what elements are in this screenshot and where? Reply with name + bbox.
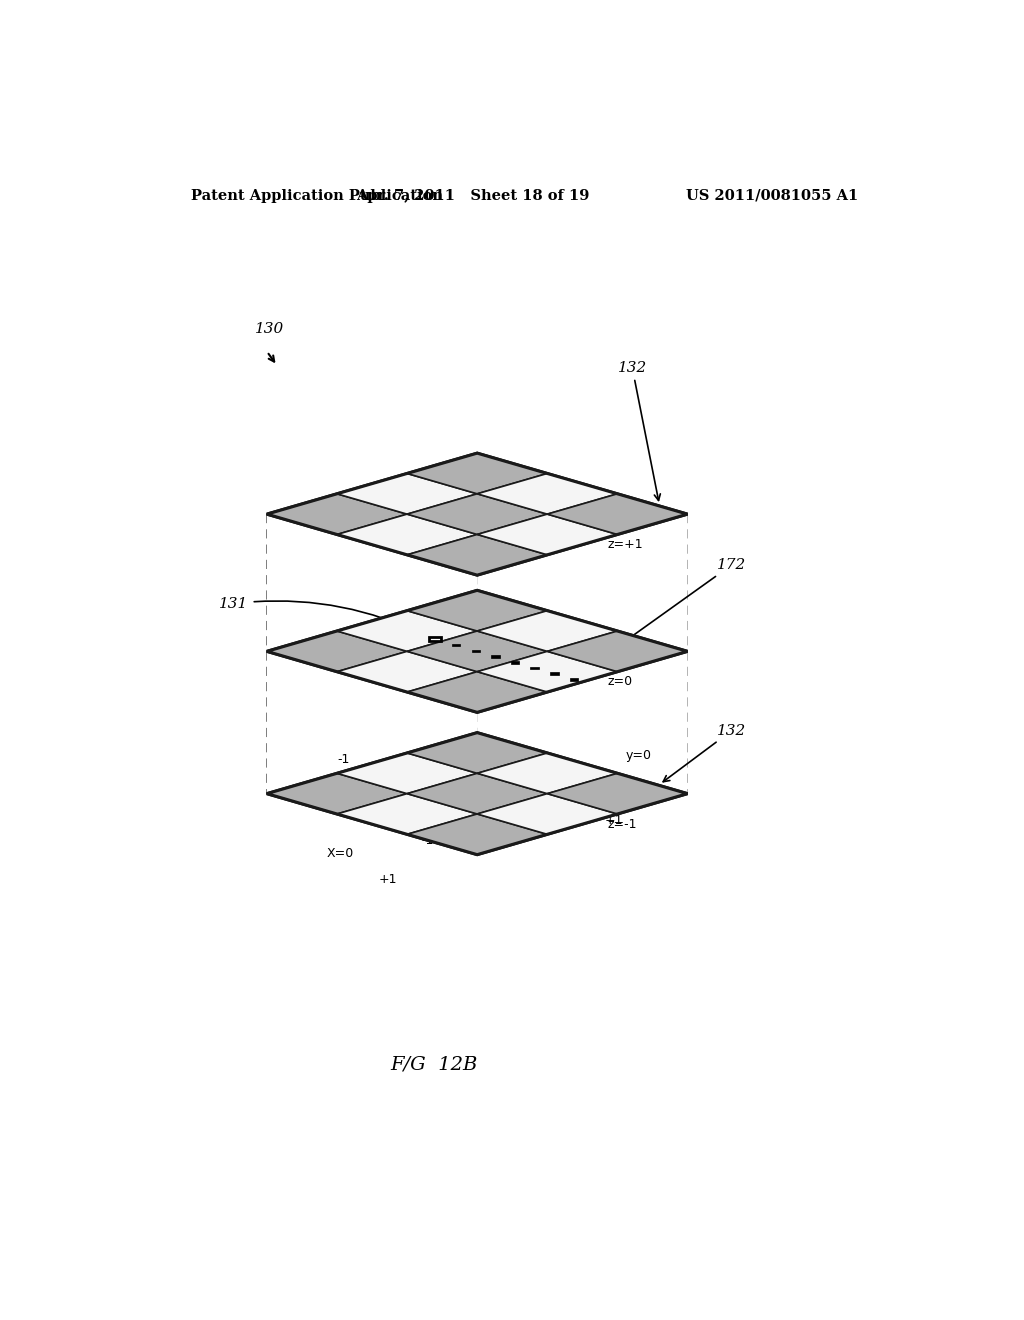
Text: X=0: X=0	[327, 846, 354, 859]
Polygon shape	[408, 535, 547, 576]
Text: 172: 172	[580, 558, 746, 675]
Text: +1: +1	[604, 813, 623, 826]
Polygon shape	[337, 752, 477, 793]
Text: 132: 132	[617, 360, 660, 500]
Polygon shape	[408, 733, 547, 774]
Polygon shape	[452, 644, 461, 647]
Polygon shape	[477, 515, 617, 554]
Polygon shape	[530, 667, 539, 669]
Polygon shape	[267, 631, 408, 672]
Polygon shape	[408, 814, 547, 854]
Polygon shape	[337, 611, 477, 651]
Polygon shape	[337, 474, 477, 515]
Polygon shape	[477, 793, 617, 834]
Polygon shape	[477, 651, 617, 692]
Polygon shape	[408, 453, 547, 494]
Text: z=0: z=0	[607, 676, 633, 688]
Polygon shape	[547, 774, 687, 814]
Polygon shape	[408, 590, 547, 631]
Polygon shape	[408, 631, 547, 672]
Polygon shape	[477, 515, 617, 554]
Polygon shape	[492, 656, 500, 657]
Text: -1: -1	[338, 752, 350, 766]
Text: Apr. 7, 2011   Sheet 18 of 19: Apr. 7, 2011 Sheet 18 of 19	[356, 189, 590, 203]
Polygon shape	[547, 631, 687, 672]
Text: 131: 131	[219, 597, 424, 635]
Polygon shape	[408, 672, 547, 713]
Polygon shape	[569, 678, 579, 681]
Polygon shape	[408, 535, 547, 576]
Polygon shape	[408, 672, 547, 713]
Polygon shape	[511, 661, 519, 664]
Polygon shape	[337, 651, 477, 692]
Polygon shape	[337, 515, 477, 554]
Polygon shape	[547, 631, 687, 672]
Polygon shape	[408, 814, 547, 854]
Polygon shape	[408, 494, 547, 535]
Polygon shape	[337, 515, 477, 554]
Polygon shape	[408, 733, 547, 774]
Polygon shape	[337, 474, 477, 515]
Polygon shape	[477, 515, 687, 713]
Polygon shape	[267, 631, 408, 672]
Text: 130: 130	[255, 322, 285, 337]
Polygon shape	[408, 774, 547, 814]
Polygon shape	[547, 774, 687, 814]
Polygon shape	[547, 494, 687, 535]
Polygon shape	[477, 752, 617, 793]
Polygon shape	[337, 793, 477, 834]
Polygon shape	[408, 774, 547, 814]
Polygon shape	[267, 774, 408, 814]
Polygon shape	[408, 494, 547, 535]
Text: z=-1: z=-1	[607, 817, 637, 830]
Polygon shape	[477, 611, 617, 651]
Polygon shape	[337, 793, 477, 834]
Text: y=0: y=0	[626, 748, 652, 762]
Text: 132: 132	[664, 723, 746, 781]
Polygon shape	[429, 638, 441, 642]
Text: US 2011/0081055 A1: US 2011/0081055 A1	[686, 189, 858, 203]
Polygon shape	[477, 752, 617, 793]
Text: -1: -1	[422, 834, 434, 847]
Polygon shape	[477, 474, 617, 515]
Polygon shape	[408, 590, 547, 631]
Polygon shape	[472, 649, 480, 652]
Polygon shape	[547, 494, 687, 535]
Polygon shape	[477, 611, 617, 651]
Polygon shape	[477, 793, 617, 834]
Polygon shape	[267, 774, 408, 814]
Polygon shape	[408, 453, 547, 494]
Polygon shape	[477, 651, 687, 854]
Polygon shape	[337, 752, 477, 793]
Polygon shape	[550, 672, 558, 675]
Polygon shape	[477, 474, 617, 515]
Polygon shape	[267, 590, 477, 793]
Polygon shape	[267, 453, 477, 651]
Polygon shape	[267, 494, 408, 535]
Polygon shape	[408, 631, 547, 672]
Text: +1: +1	[379, 873, 397, 886]
Polygon shape	[477, 651, 617, 692]
Polygon shape	[337, 651, 477, 692]
Polygon shape	[267, 494, 408, 535]
Text: z=+1: z=+1	[607, 539, 643, 552]
Text: F/G  12B: F/G 12B	[390, 1055, 477, 1073]
Text: Patent Application Publication: Patent Application Publication	[191, 189, 443, 203]
Polygon shape	[337, 611, 477, 651]
